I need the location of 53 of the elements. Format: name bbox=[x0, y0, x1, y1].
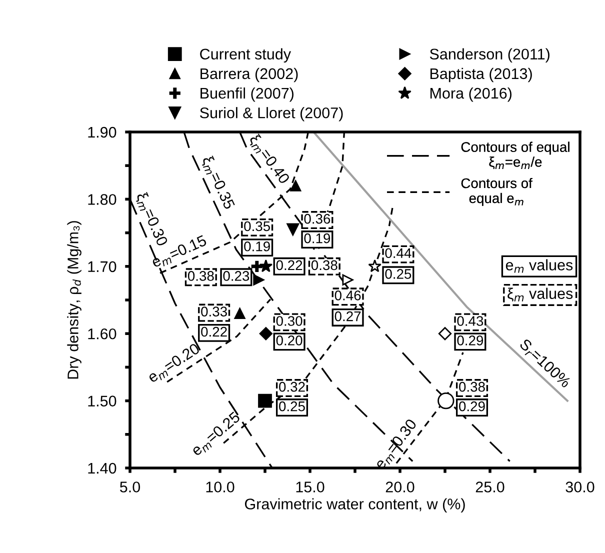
y-tick-label: 1.40 bbox=[88, 462, 116, 474]
annotation: 0.19 bbox=[304, 233, 330, 244]
annotation: 0.25 bbox=[385, 269, 412, 279]
annotation: 0.35 bbox=[244, 221, 270, 232]
x-axis-title: Gravimetric water content, w (%) bbox=[244, 498, 465, 512]
legend-label: Contours of equal ξ$_{m}$=e$_{m}$/e bbox=[461, 142, 570, 170]
annotation: 0.29 bbox=[457, 336, 484, 346]
annotation: 0.22 bbox=[201, 326, 227, 337]
annotation: 0.33 bbox=[201, 306, 227, 316]
annotation: 0.36 bbox=[304, 214, 330, 224]
annotation: 0.22 bbox=[276, 260, 302, 270]
annotation: 0.27 bbox=[334, 311, 361, 322]
annotation: e$_{m}$ values bbox=[506, 259, 573, 273]
annotation: 0.38 bbox=[188, 271, 214, 281]
y-tick-label: 1.60 bbox=[88, 328, 116, 340]
annotation: 0.30 bbox=[276, 316, 302, 326]
annotation: e$_{m}$=0.25 bbox=[190, 411, 242, 458]
x-tick-label: 30.0 bbox=[566, 482, 594, 492]
y-tick-label: 1.80 bbox=[88, 194, 116, 205]
annotation: ξ$_{m}$=0.40 bbox=[247, 133, 291, 186]
annotation: ξ$_{m}$ values bbox=[508, 288, 573, 302]
annotation: 0.19 bbox=[244, 241, 270, 252]
annotation: 0.32 bbox=[279, 382, 305, 392]
x-tick-label: 15.0 bbox=[296, 482, 324, 492]
y-tick-label: 1.50 bbox=[88, 396, 116, 406]
annotation: ξ$_{m}$=0.35 bbox=[200, 155, 236, 211]
annotation: 0.43 bbox=[457, 316, 484, 326]
annotation: ξ$_{m}$=0.30 bbox=[134, 191, 169, 248]
annotation: S$_{r}$=100% bbox=[517, 338, 572, 390]
annotation: 0.25 bbox=[279, 401, 305, 412]
annotation: 0.38 bbox=[459, 382, 485, 392]
legend-label: Contours of equal e$_{m}$ bbox=[461, 178, 532, 206]
legend-label: Suriol & Lloret (2007) bbox=[200, 107, 343, 122]
x-tick-label: 5.0 bbox=[120, 482, 140, 492]
legend-label: Mora (2016) bbox=[430, 87, 512, 102]
x-tick-label: 10.0 bbox=[206, 482, 234, 492]
legend-label: Baptista (2013) bbox=[430, 68, 532, 82]
annotation: 0.20 bbox=[276, 336, 302, 346]
legend-label: Current study bbox=[200, 48, 291, 63]
x-tick-label: 20.0 bbox=[386, 482, 414, 492]
y-tick-label: 1.90 bbox=[88, 126, 116, 138]
annotation: 0.29 bbox=[459, 401, 485, 412]
y-tick-label: 1.70 bbox=[88, 261, 116, 272]
annotation: 0.44 bbox=[385, 248, 412, 258]
annotation: 0.38 bbox=[311, 260, 338, 270]
legend-label: Sanderson (2011) bbox=[430, 48, 550, 63]
x-tick-label: 25.0 bbox=[476, 482, 504, 492]
legend-label: Buenfil (2007) bbox=[200, 87, 294, 102]
legend-label: Barrera (2002) bbox=[200, 68, 298, 82]
annotation: e$_{m}$=0.20 bbox=[146, 342, 202, 385]
y-axis-title: Dry density, ρ$_{d}$ (Mg/m₃) bbox=[67, 221, 82, 379]
annotation: 0.46 bbox=[334, 290, 361, 300]
annotation: 0.23 bbox=[223, 271, 250, 281]
